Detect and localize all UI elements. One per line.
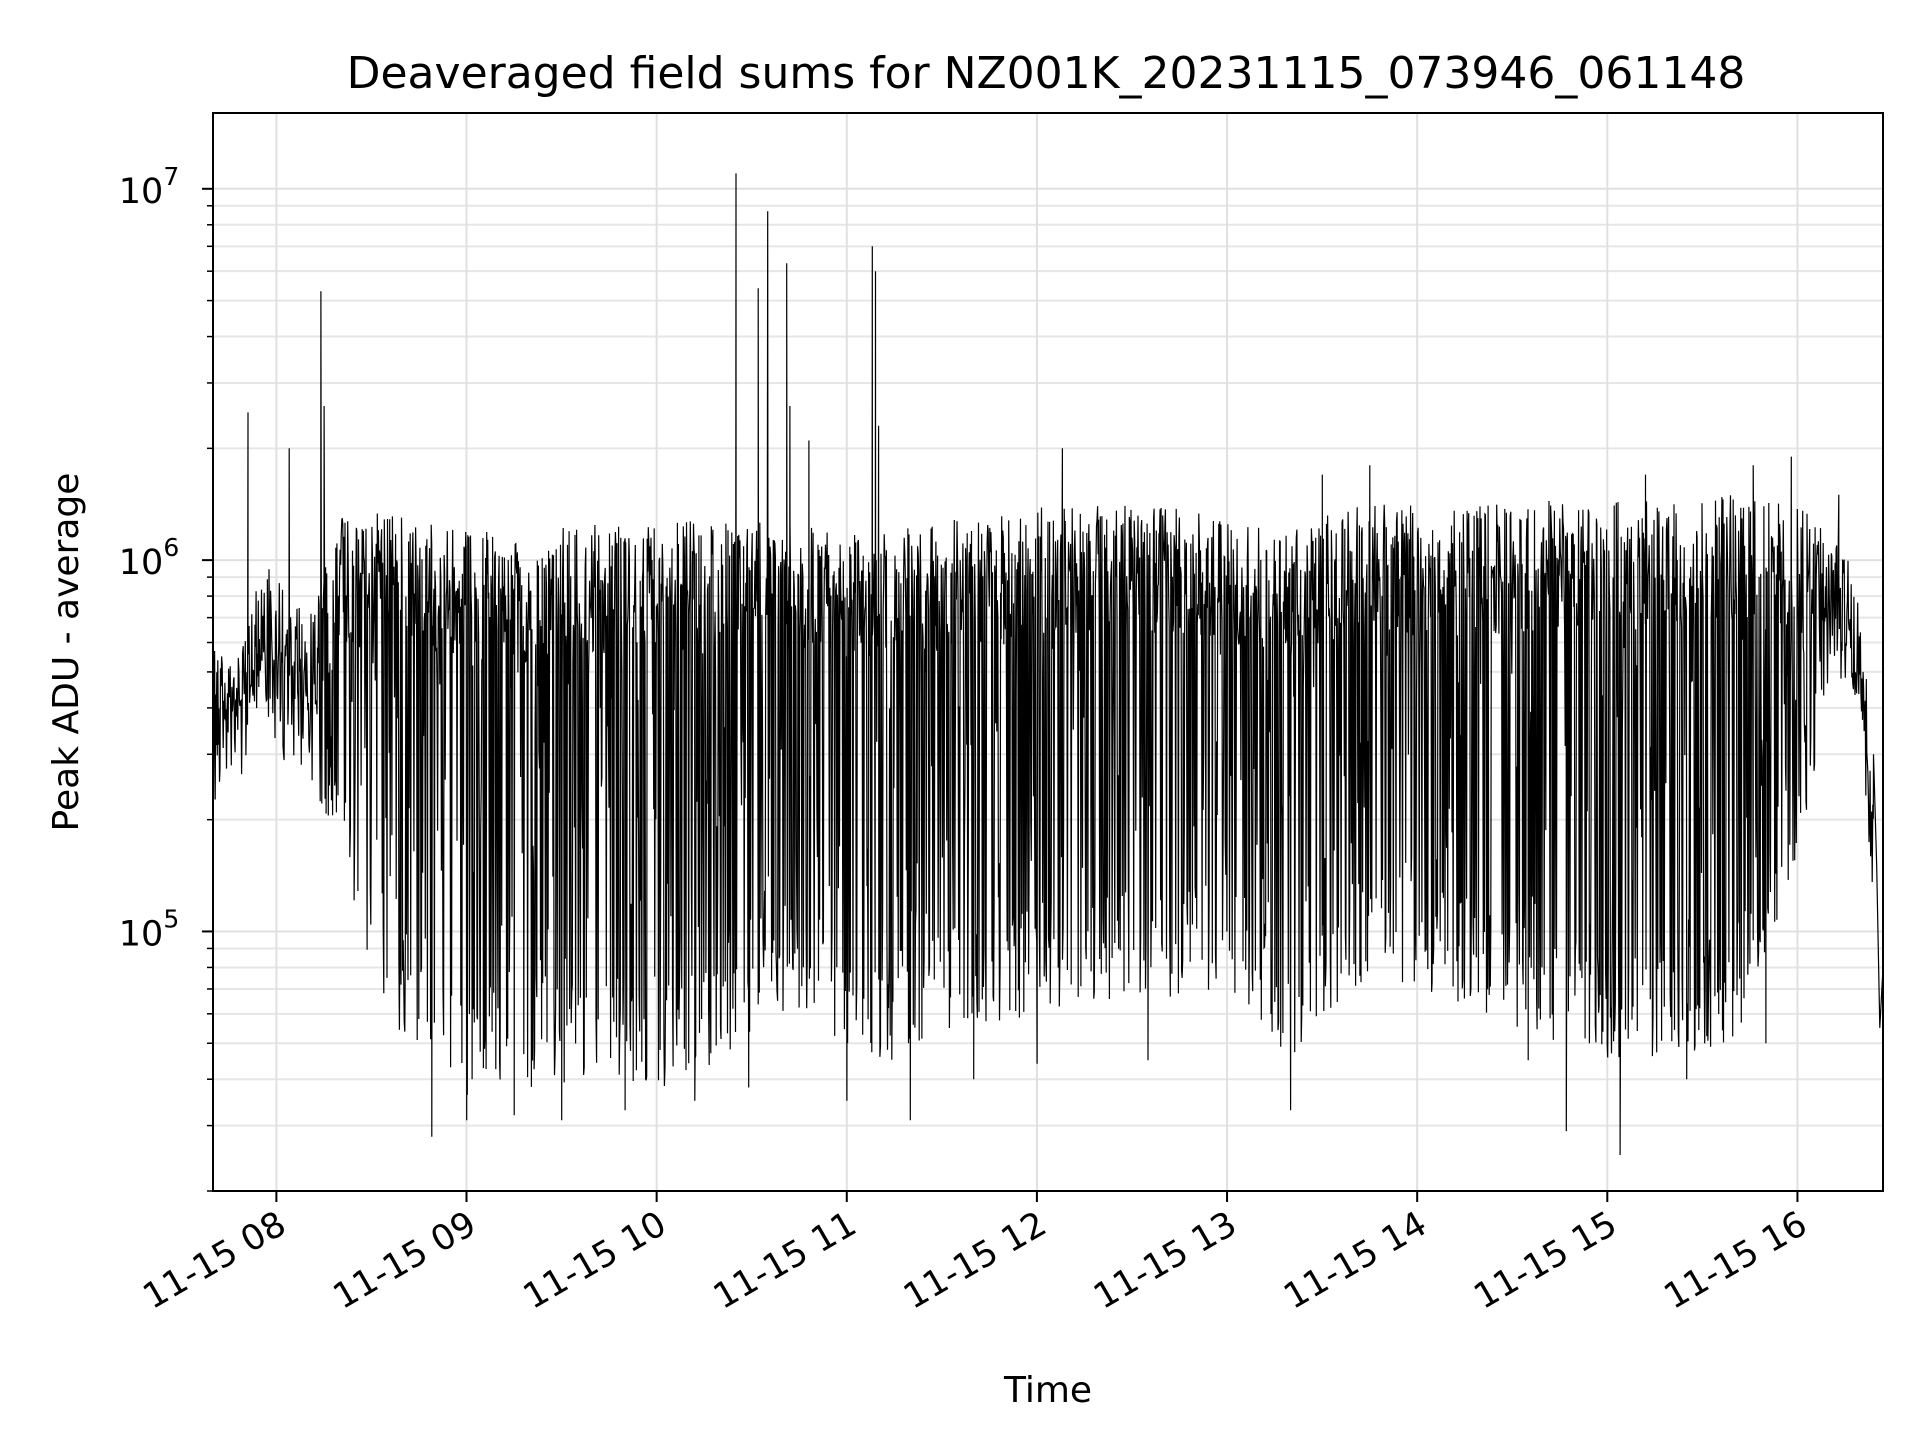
series-line (213, 173, 1883, 1156)
y-tick-exponent: 6 (163, 533, 179, 562)
y-tick-label: 106 (119, 533, 179, 583)
y-tick-base: 10 (119, 172, 164, 212)
y-tick-exponent: 5 (163, 904, 179, 933)
plot-frame (212, 112, 1884, 1192)
y-tick-base: 10 (119, 914, 164, 954)
x-axis-label: Time (1003, 1370, 1092, 1411)
y-tick-label: 105 (119, 904, 179, 954)
y-tick-exponent: 7 (163, 162, 179, 191)
series (213, 173, 1883, 1156)
chart-title: Deaveraged field sums for NZ001K_2023111… (347, 48, 1746, 99)
y-tick-base: 10 (119, 543, 164, 583)
y-axis-label: Peak ADU - average (46, 473, 87, 832)
y-tick-label: 107 (119, 162, 179, 212)
